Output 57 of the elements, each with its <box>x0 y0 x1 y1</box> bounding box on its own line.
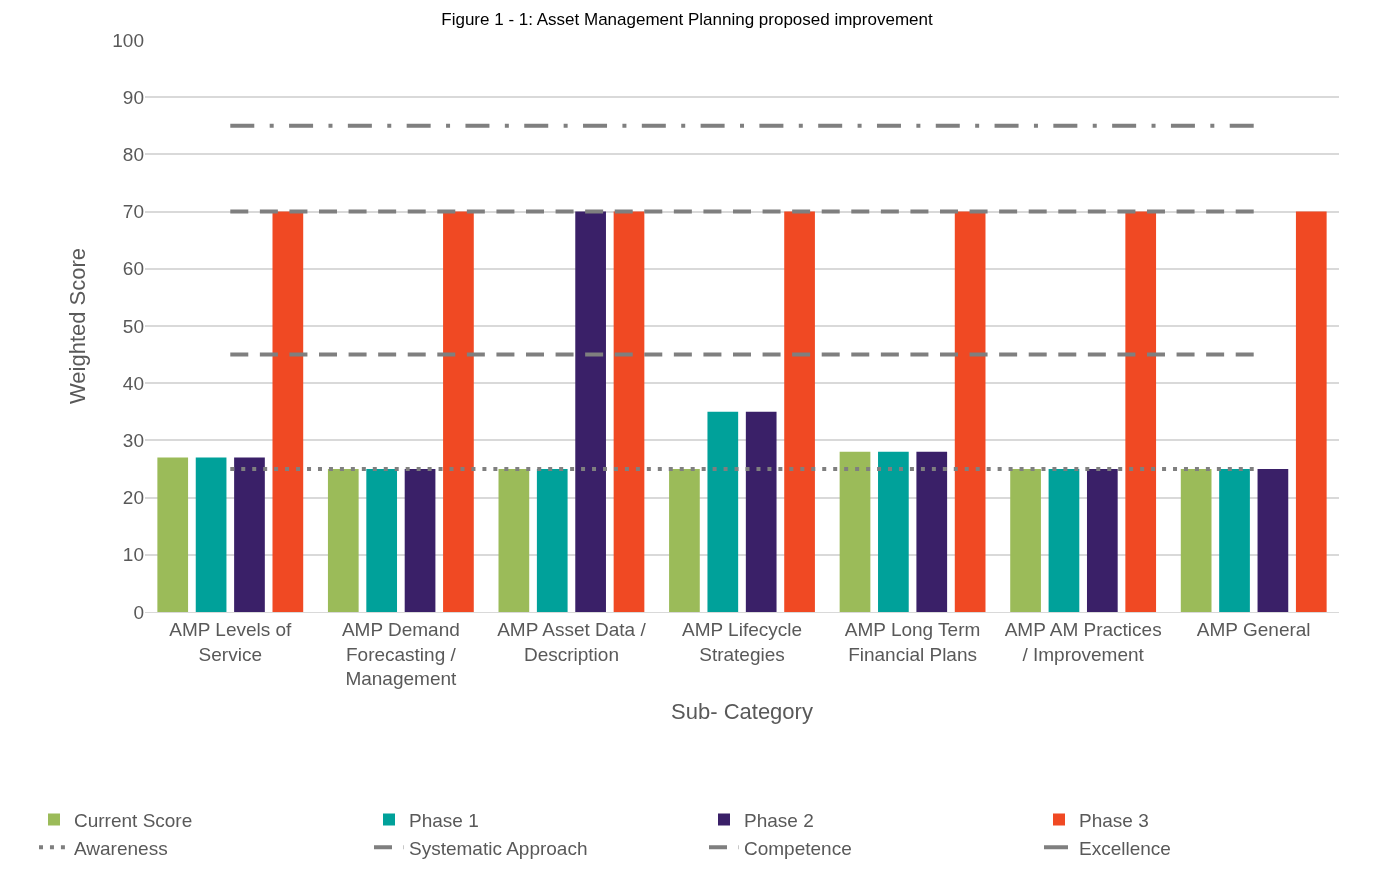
y-tick-label: 100 <box>112 29 144 51</box>
bar <box>1219 469 1250 612</box>
bar <box>1086 469 1118 612</box>
x-axis-title: Sub- Category <box>671 699 813 725</box>
bar <box>234 457 265 612</box>
bar <box>327 469 359 612</box>
bar <box>613 211 645 612</box>
bar <box>1180 469 1212 612</box>
bar <box>272 211 304 612</box>
bar <box>195 457 227 612</box>
bar <box>575 211 606 612</box>
bar <box>1010 469 1041 612</box>
legend-label: Current Score <box>74 810 193 832</box>
chart-title: Figure 1 - 1: Asset Management Planning proposed improvement <box>441 10 933 30</box>
bar <box>157 457 189 612</box>
x-tick-label: AMP General <box>1196 618 1311 640</box>
y-tick-label: 70 <box>122 201 144 223</box>
y-tick-label: 80 <box>122 144 144 166</box>
bar <box>707 411 739 612</box>
bar <box>1257 469 1289 612</box>
bar <box>1048 469 1080 612</box>
bar <box>745 411 777 612</box>
legend-label: Excellence <box>1079 837 1171 859</box>
x-tick-label: AMP AM Practices / Improvement <box>1004 618 1162 665</box>
bar <box>1125 211 1157 612</box>
bar <box>878 451 909 612</box>
legend-label: Phase 3 <box>1079 810 1149 832</box>
bar <box>536 469 568 612</box>
x-tick-label: AMP Asset Data / Description <box>497 618 647 665</box>
bar <box>1295 211 1327 612</box>
bar <box>916 451 948 612</box>
legend-label: Awareness <box>74 837 168 859</box>
y-tick-label: 10 <box>122 544 144 566</box>
bar <box>954 211 986 612</box>
bar <box>784 211 815 612</box>
y-tick-label: 20 <box>122 487 144 509</box>
bar <box>669 469 700 612</box>
x-tick-label: AMP Long Term Financial Plans <box>844 618 981 665</box>
y-tick-label: 40 <box>122 372 144 394</box>
bar <box>498 469 530 612</box>
y-tick-label: 90 <box>122 86 144 108</box>
bar <box>366 469 398 612</box>
legend-label: Systematic Approach <box>409 837 588 859</box>
bar <box>443 211 474 612</box>
x-tick-label: AMP Lifecycle Strategies <box>681 618 803 665</box>
y-tick-label: 60 <box>122 258 144 280</box>
y-axis-title: Weighted Score <box>65 247 91 405</box>
x-tick-label: AMP Demand Forecasting / Management <box>341 618 460 690</box>
legend-label: Phase 1 <box>409 810 479 832</box>
legend-label: Phase 2 <box>744 810 814 832</box>
bar <box>404 469 436 612</box>
y-tick-label: 0 <box>133 601 144 623</box>
y-tick-label: 30 <box>122 430 144 452</box>
bar <box>839 451 871 612</box>
x-tick-label: AMP Levels of Service <box>169 618 293 665</box>
y-tick-label: 50 <box>122 315 144 337</box>
legend-label: Competence <box>744 837 852 859</box>
